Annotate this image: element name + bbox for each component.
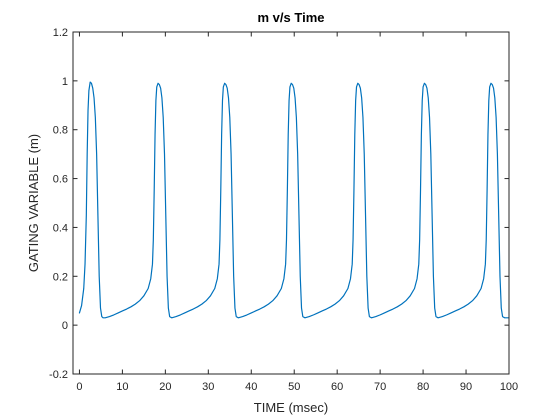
x-tick-label: 100 — [500, 381, 518, 393]
y-tick-label: 0.2 — [53, 271, 68, 283]
x-tick-label: 60 — [331, 381, 343, 393]
ticks-layer: 0 10 20 30 40 50 60 70 80 90 100 -0.2 0 0.2 0.4 0.6 0.8 1… — [49, 27, 518, 393]
x-tick-label: 0 — [76, 381, 82, 393]
y-tick-label: 1 — [62, 76, 68, 88]
y-tick-label: 0.8 — [53, 125, 68, 137]
x-tick-label: 40 — [245, 381, 257, 393]
y-tick-label: -0.2 — [49, 369, 68, 381]
x-tick-label: 30 — [202, 381, 214, 393]
y-tick-label: 1.2 — [53, 27, 68, 39]
x-axis-label: TIME (msec) — [254, 400, 328, 415]
x-tick-label: 50 — [288, 381, 300, 393]
x-tick-label: 80 — [417, 381, 429, 393]
y-tick-label: 0.6 — [53, 174, 68, 186]
x-tick-label: 90 — [460, 381, 472, 393]
x-tick-label: 10 — [116, 381, 128, 393]
chart-title: m v/s Time — [258, 10, 325, 25]
series-layer — [78, 81, 510, 319]
y-tick-label: 0 — [62, 320, 68, 332]
y-axis-label: GATING VARIABLE (m) — [26, 134, 41, 272]
plot-frame — [72, 31, 510, 375]
series-line — [78, 81, 510, 319]
x-tick-label: 20 — [159, 381, 171, 393]
y-tick-label: 0.4 — [53, 222, 68, 234]
x-tick-label: 70 — [374, 381, 386, 393]
